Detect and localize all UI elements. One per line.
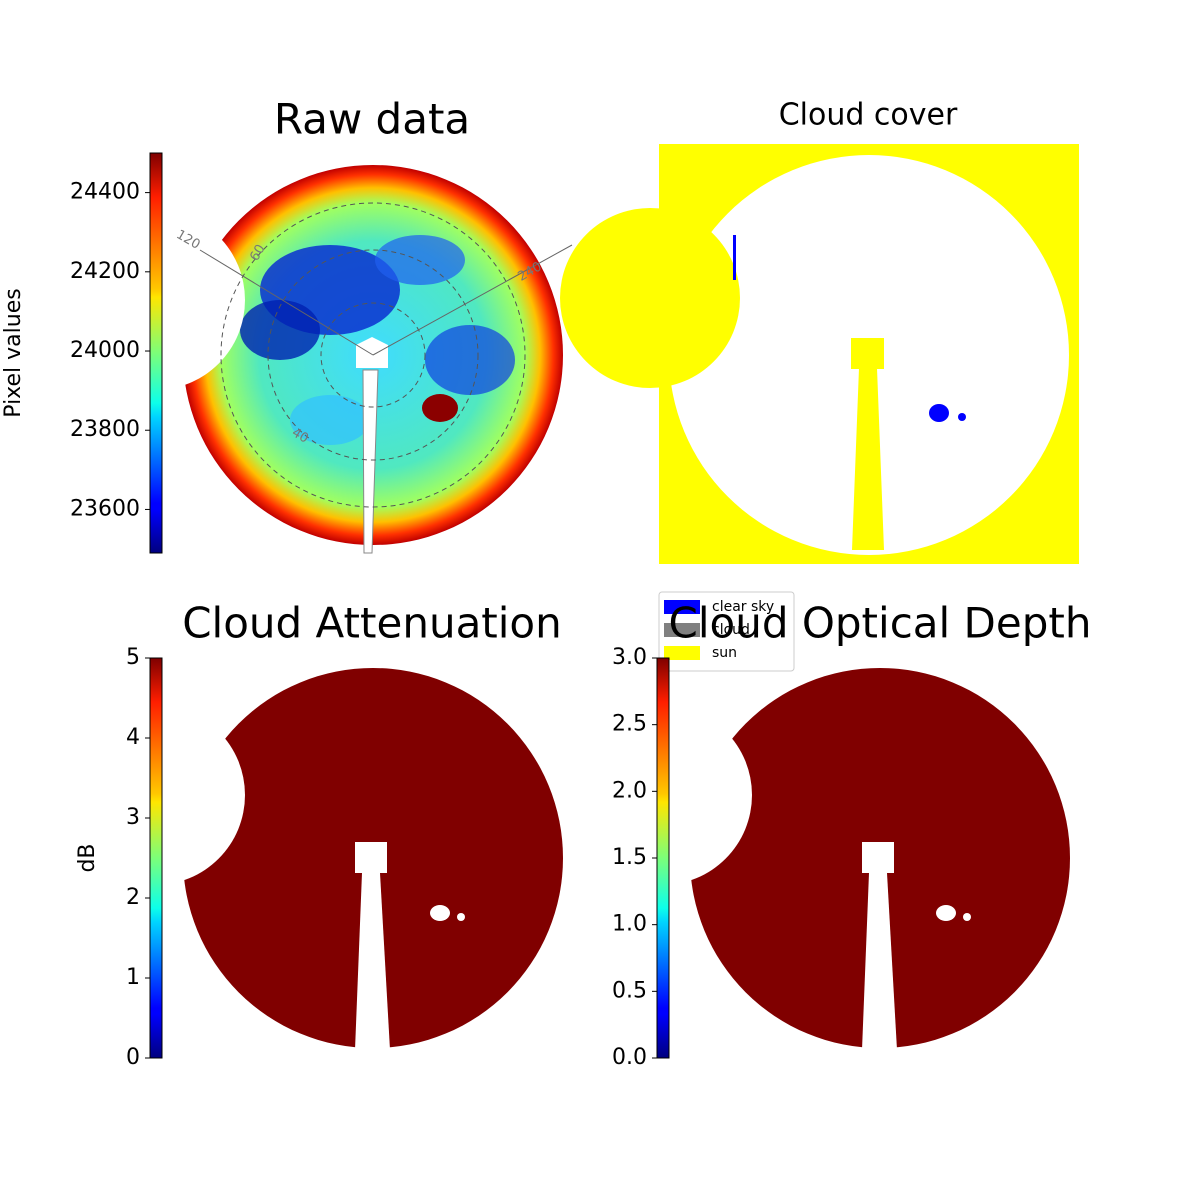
colorbar-tick-label: 2: [126, 885, 140, 910]
optical-depth-image: [690, 668, 1070, 1050]
polar-label: 120: [173, 227, 202, 252]
legend-swatch: [664, 623, 700, 637]
legend-label: clear sky: [712, 599, 774, 615]
panel-title: Cloud Attenuation: [182, 599, 562, 648]
polar-label: 40: [289, 425, 311, 446]
legend-swatch: [664, 600, 700, 614]
colorbar-tick-label: 0.5: [612, 978, 647, 1003]
colorbar: [656, 657, 670, 1059]
colorbar: [149, 657, 163, 1059]
polar-label: 60: [247, 242, 268, 264]
colorbar-tick-label: 23600: [70, 496, 140, 521]
colorbar-tick-label: 1: [126, 965, 140, 990]
colorbar-tick-label: 2.5: [612, 712, 647, 737]
colorbar: [149, 152, 163, 554]
panel-title: Cloud cover: [779, 98, 958, 133]
colorbar-label: dB: [75, 843, 100, 872]
colorbar-tick-label: 23800: [70, 417, 140, 442]
panel-title: Raw data: [274, 95, 470, 144]
colorbar-tick-label: 3: [126, 805, 140, 830]
colorbar-tick-label: 5: [126, 645, 140, 670]
colorbar-tick-label: 24200: [70, 259, 140, 284]
colorbar-tick-label: 1.5: [612, 845, 647, 870]
legend-swatch: [664, 646, 700, 660]
raw-image: [183, 165, 573, 554]
panel-title: Cloud Optical Depth: [669, 599, 1092, 648]
colorbar-label: Pixel values: [1, 288, 26, 417]
colorbar-tick-label: 1.0: [612, 912, 647, 937]
colorbar-tick-label: 0: [126, 1045, 140, 1070]
colorbar-tick-label: 4: [126, 725, 140, 750]
cloud-cover-image: [560, 144, 1079, 564]
colorbar-tick-label: 0.0: [612, 1045, 647, 1070]
colorbar-tick-label: 2.0: [612, 778, 647, 803]
legend-label: cloud: [712, 622, 750, 638]
colorbar-tick-label: 24400: [70, 180, 140, 205]
colorbar-tick-label: 24000: [70, 338, 140, 363]
colorbar-tick-label: 3.0: [612, 645, 647, 670]
legend-label: sun: [712, 645, 737, 661]
attenuation-image: [183, 668, 563, 1050]
